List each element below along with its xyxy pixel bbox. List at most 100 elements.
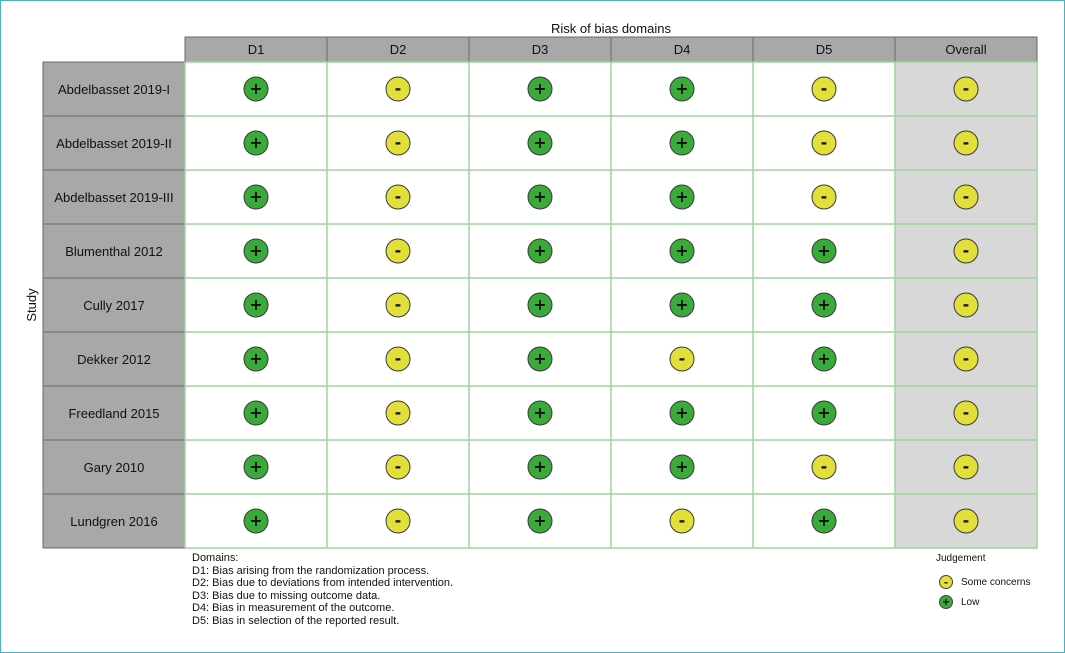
legend-title: Judgement: [936, 553, 986, 564]
low-risk-marker: [669, 76, 695, 102]
low-risk-marker: [527, 130, 553, 156]
study-label: Cully 2017: [83, 298, 144, 313]
marker-symbol: +: [675, 457, 688, 476]
some-concerns-marker: [953, 400, 979, 426]
some-concerns-marker: [811, 454, 837, 480]
study-label-cell: [42, 493, 186, 549]
marker-symbol: +: [675, 403, 688, 422]
marker-symbol: -: [679, 349, 686, 368]
column-header-label: D2: [390, 42, 407, 57]
study-label-cell: [42, 385, 186, 441]
low-risk-marker: [811, 346, 837, 372]
marker-symbol: -: [963, 241, 970, 260]
marker-symbol: -: [821, 79, 828, 98]
low-risk-marker: [243, 454, 269, 480]
chart-title: Risk of bias domains: [551, 21, 671, 36]
marker-symbol: -: [963, 133, 970, 152]
marker-symbol: +: [817, 511, 830, 530]
low-risk-marker: [669, 292, 695, 318]
study-label-cell: [42, 61, 186, 117]
domains-footnote: Domains: D1: Bias arising from the rando…: [192, 552, 453, 627]
some-concerns-marker: [385, 184, 411, 210]
marker-symbol: -: [963, 295, 970, 314]
some-concerns-marker: [953, 508, 979, 534]
low-risk-marker: [527, 292, 553, 318]
legend-item-some-concerns: - Some concerns: [936, 572, 1030, 592]
low-risk-marker: [527, 454, 553, 480]
marker-symbol: -: [395, 349, 402, 368]
domain-d2-description: D2: Bias due to deviations from intended…: [192, 577, 454, 589]
study-label-cell: [42, 331, 186, 387]
judgement-legend: Judgement - Some concerns + Low: [936, 553, 1030, 612]
column-header-label: Overall: [945, 42, 986, 57]
marker-symbol: +: [533, 295, 546, 314]
domain-d4-description: D4: Bias in measurement of the outcome.: [192, 602, 395, 614]
low-risk-marker: [811, 292, 837, 318]
domains-title: Domains:: [192, 552, 239, 564]
marker-symbol: +: [533, 79, 546, 98]
low-risk-marker: [811, 508, 837, 534]
low-risk-marker: [527, 508, 553, 534]
some-concerns-marker: [385, 508, 411, 534]
marker-symbol: -: [963, 187, 970, 206]
low-risk-marker: [811, 238, 837, 264]
y-axis-label: Study: [24, 288, 39, 322]
marker-symbol: +: [533, 133, 546, 152]
some-concerns-marker: [953, 292, 979, 318]
low-risk-marker: [243, 76, 269, 102]
low-risk-marker: [527, 346, 553, 372]
marker-symbol: +: [533, 187, 546, 206]
some-concerns-marker: [385, 130, 411, 156]
domain-d3-description: D3: Bias due to missing outcome data.: [192, 589, 381, 602]
low-risk-marker: [243, 292, 269, 318]
marker-symbol: +: [533, 403, 546, 422]
marker-symbol: -: [395, 241, 402, 260]
some-concerns-marker: [953, 76, 979, 102]
marker-symbol: -: [395, 187, 402, 206]
low-risk-icon: +: [939, 595, 953, 609]
some-concerns-marker: [385, 400, 411, 426]
marker-symbol: +: [675, 79, 688, 98]
marker-symbol: -: [395, 133, 402, 152]
low-risk-marker: [811, 400, 837, 426]
marker-symbol: +: [249, 187, 262, 206]
low-risk-marker: [243, 346, 269, 372]
some-concerns-marker: [953, 184, 979, 210]
some-concerns-marker: [953, 130, 979, 156]
study-label: Abdelbasset 2019-I: [58, 82, 170, 97]
legend-label-low: Low: [961, 596, 980, 608]
marker-symbol: +: [675, 187, 688, 206]
column-header-label: D3: [532, 42, 549, 57]
low-risk-marker: [243, 130, 269, 156]
low-risk-marker: [243, 400, 269, 426]
marker-symbol: +: [817, 241, 830, 260]
study-label: Blumenthal 2012: [65, 244, 163, 259]
some-concerns-marker: [953, 346, 979, 372]
study-label: Gary 2010: [84, 460, 145, 475]
marker-symbol: -: [821, 457, 828, 476]
some-concerns-marker: [385, 238, 411, 264]
column-header-label: D5: [816, 42, 833, 57]
some-concerns-marker: [669, 346, 695, 372]
marker-symbol: -: [963, 457, 970, 476]
low-risk-marker: [669, 454, 695, 480]
study-label-cell: [42, 169, 186, 225]
low-risk-marker: [527, 76, 553, 102]
marker-symbol: +: [533, 241, 546, 260]
low-risk-marker: [243, 238, 269, 264]
marker-symbol: +: [249, 295, 262, 314]
marker-symbol: -: [395, 403, 402, 422]
marker-symbol: +: [249, 241, 262, 260]
marker-symbol: +: [249, 403, 262, 422]
low-risk-marker: [669, 184, 695, 210]
study-label: Freedland 2015: [68, 406, 159, 421]
marker-symbol: -: [821, 187, 828, 206]
legend-item-low: + Low: [936, 592, 1030, 612]
marker-symbol: +: [675, 295, 688, 314]
some-concerns-marker: [385, 454, 411, 480]
column-header-d5: [752, 36, 896, 63]
low-risk-marker: [669, 130, 695, 156]
legend-label-some-concerns: Some concerns: [961, 576, 1031, 588]
domain-d1-description: D1: Bias arising from the randomization …: [192, 564, 430, 577]
marker-symbol: -: [963, 349, 970, 368]
